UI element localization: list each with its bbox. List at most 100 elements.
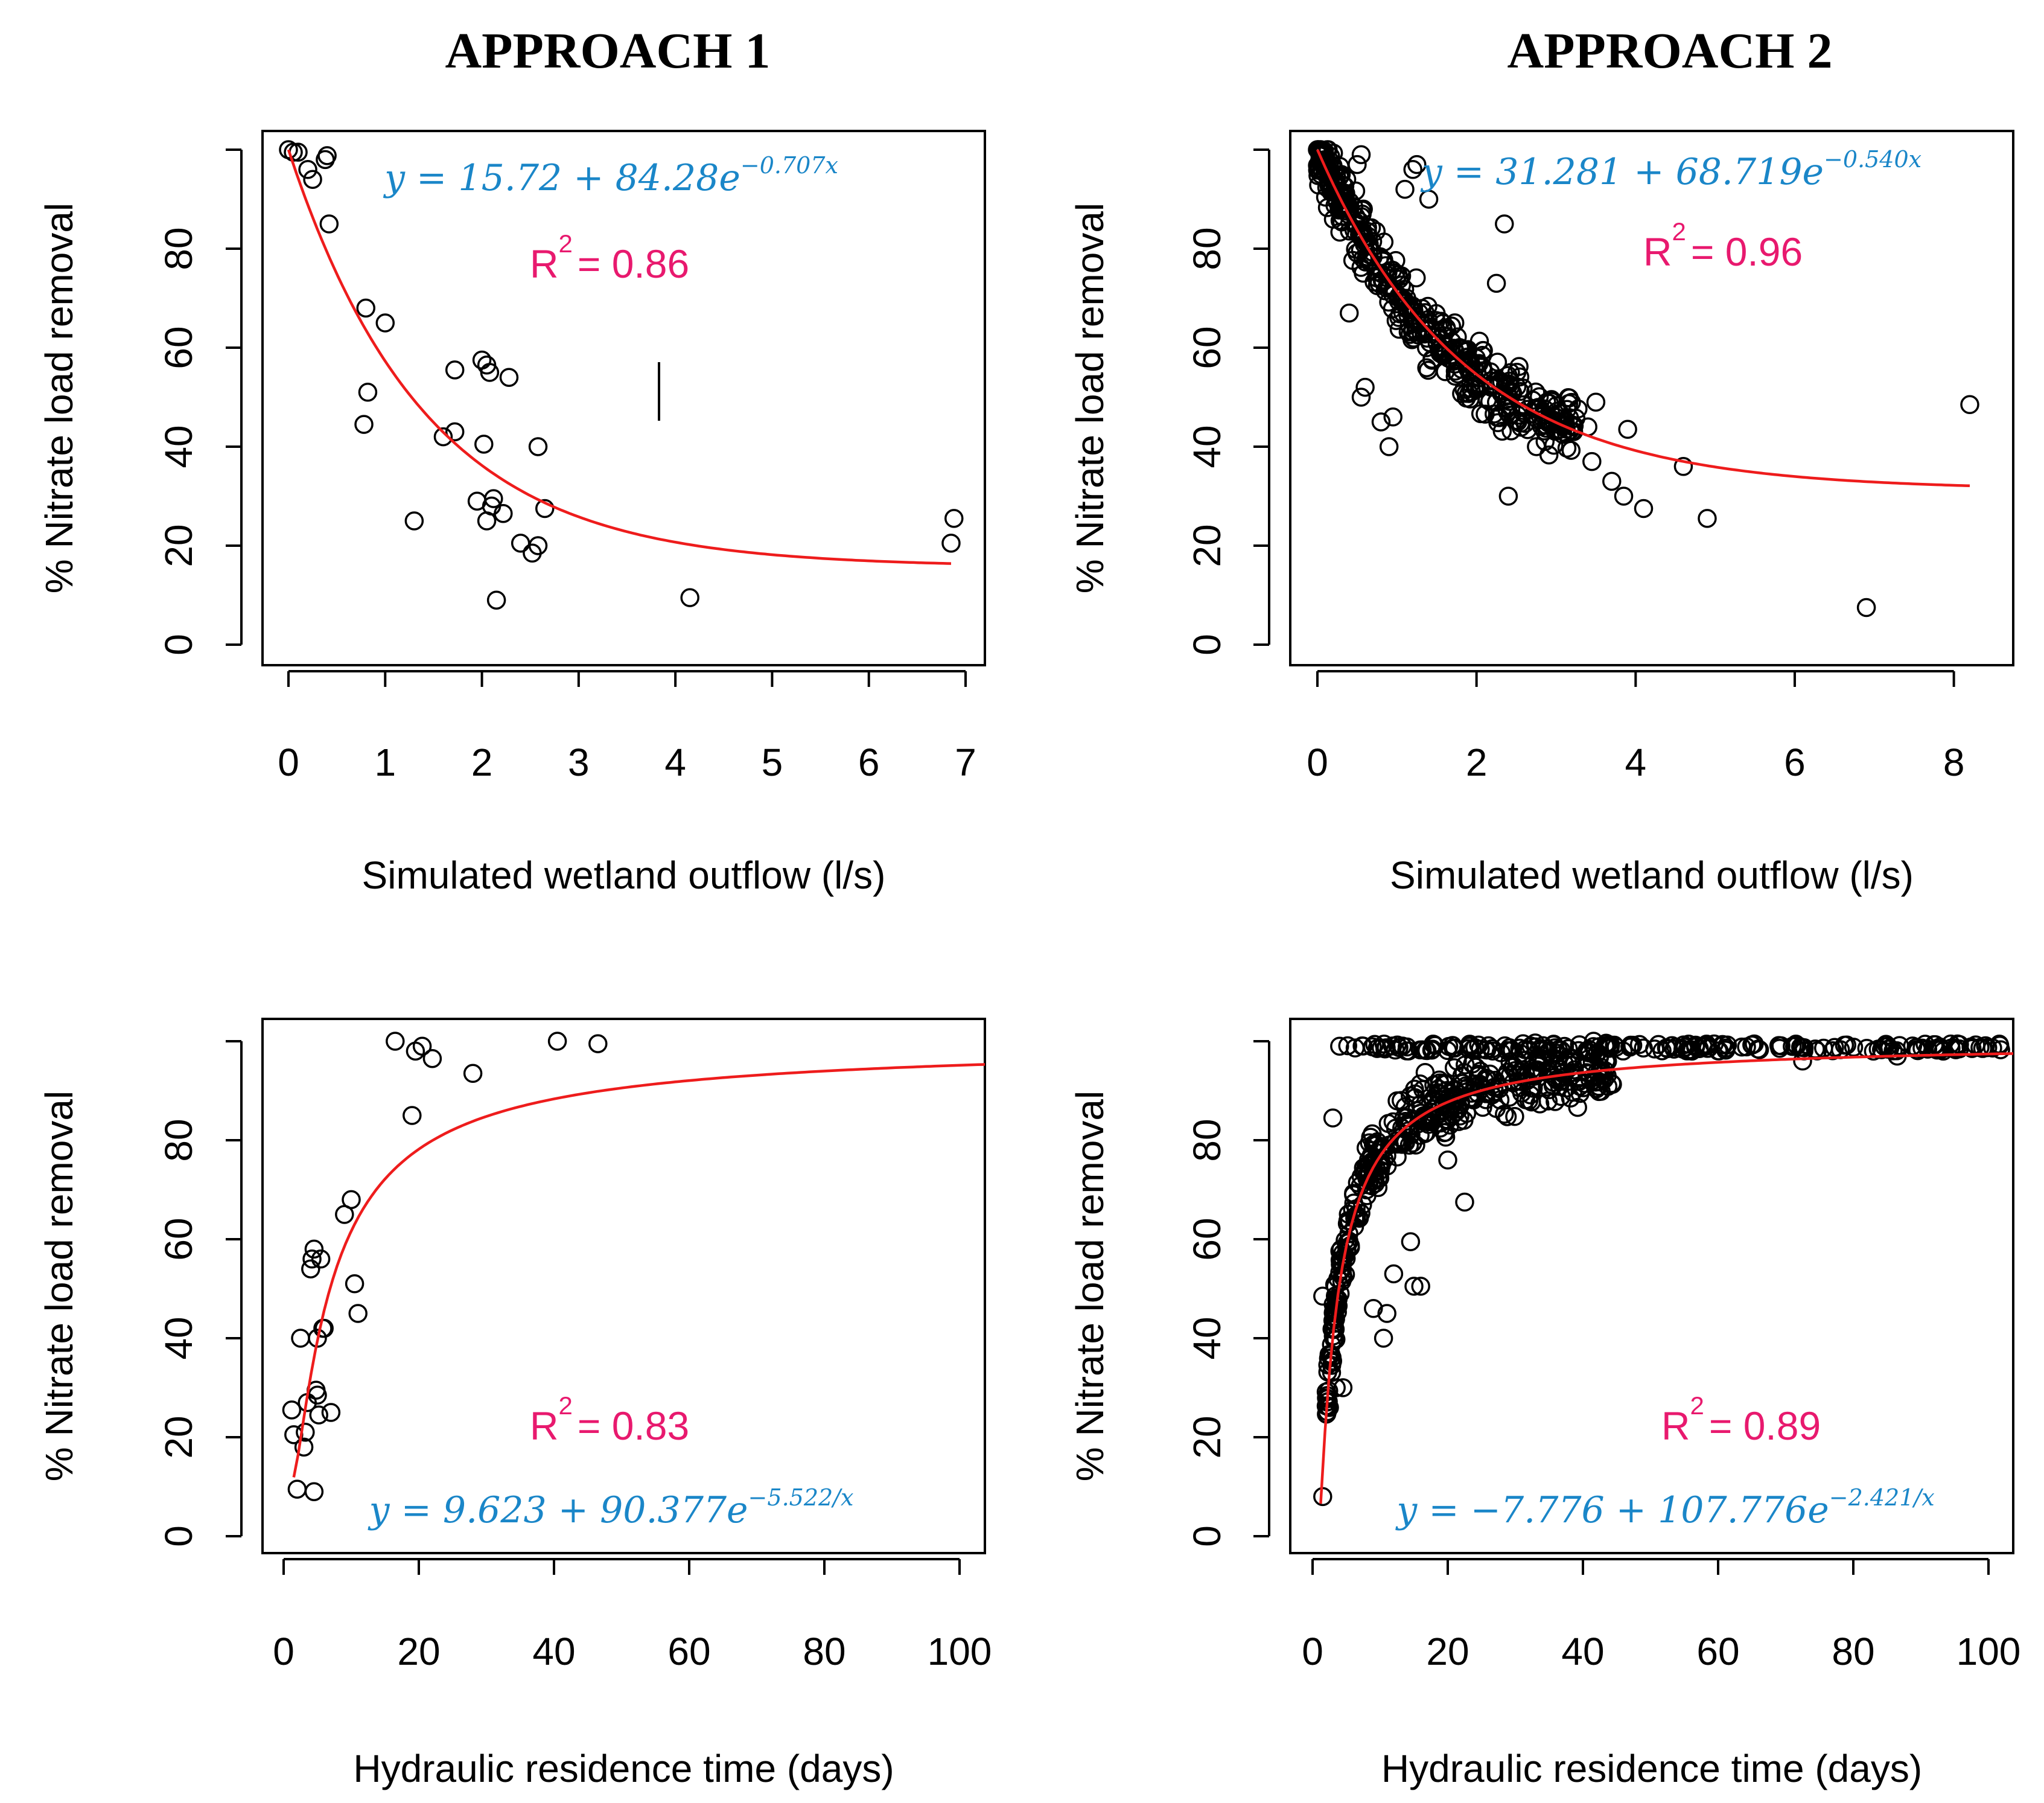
data-point <box>1377 1304 1396 1323</box>
data-point <box>1410 1040 1430 1060</box>
data-point <box>1550 403 1570 423</box>
data-point <box>1419 1115 1438 1134</box>
data-point <box>1348 155 1367 174</box>
r-squared: R2 = 0.96 <box>1643 217 1803 274</box>
y-axis-label: % Nitrate load removal <box>37 203 81 593</box>
plot-area <box>279 140 964 610</box>
data-point <box>291 1329 310 1348</box>
y-tick-label: 0 <box>1185 1525 1229 1547</box>
data-point <box>1351 145 1371 164</box>
plot-area <box>1313 1032 2013 1507</box>
data-point <box>1507 377 1527 397</box>
data-point <box>1960 395 1979 415</box>
data-point <box>1486 1099 1506 1118</box>
fit-equation-base: y = 9.623 + 90.377e <box>368 1489 748 1531</box>
data-point <box>1530 1094 1550 1114</box>
data-point <box>1618 420 1637 439</box>
data-point <box>1449 1112 1468 1131</box>
data-point <box>1445 366 1465 386</box>
x-tick-label: 20 <box>1426 1630 1469 1673</box>
data-point <box>1308 140 1327 159</box>
data-point <box>1704 1034 1724 1054</box>
data-point <box>1440 1115 1460 1135</box>
data-point <box>1363 1037 1382 1056</box>
data-point <box>1856 598 1876 617</box>
data-point <box>1666 1037 1686 1057</box>
data-point <box>1359 244 1379 264</box>
y-tick-label: 20 <box>157 524 200 567</box>
data-point <box>1505 1061 1525 1080</box>
y-tick-label: 60 <box>157 1217 200 1260</box>
data-point <box>1444 345 1463 365</box>
data-point <box>1486 273 1506 293</box>
data-point <box>319 214 339 234</box>
data-point <box>1416 1041 1435 1060</box>
data-point <box>1476 1084 1496 1103</box>
data-point <box>1519 1091 1539 1111</box>
r-squared-superscript: 2 <box>558 229 572 258</box>
y-tick-label: 0 <box>1185 634 1229 656</box>
data-point <box>342 1190 361 1210</box>
data-point <box>303 170 322 189</box>
data-point <box>1405 1079 1424 1099</box>
fit-equation: y = −7.776 + 107.776e−2.421/x <box>1395 1484 1934 1531</box>
data-point <box>1749 1040 1769 1059</box>
x-tick-label: 4 <box>664 741 686 784</box>
y-tick-label: 80 <box>1185 227 1229 270</box>
data-point <box>1634 499 1654 519</box>
fit-equation-exponent: −0.540x <box>1824 146 1921 173</box>
data-point <box>296 1423 315 1442</box>
x-tick-label: 1 <box>374 741 396 784</box>
data-point <box>1411 1277 1430 1296</box>
data-point <box>1473 340 1492 360</box>
data-point <box>1587 1079 1606 1099</box>
data-point <box>1835 1035 1855 1055</box>
data-point <box>1403 160 1422 179</box>
data-point <box>1332 198 1352 218</box>
x-tick-label: 20 <box>397 1630 440 1673</box>
y-tick-label: 60 <box>1185 326 1229 369</box>
data-point <box>1492 421 1512 441</box>
x-tick-label: 100 <box>928 1630 992 1673</box>
column-title-approach-1: APPROACH 1 <box>445 23 771 79</box>
data-point <box>1514 378 1533 398</box>
data-point <box>1462 382 1482 402</box>
data-point <box>1330 222 1349 242</box>
data-point <box>1417 321 1437 340</box>
data-point <box>1330 1036 1349 1056</box>
data-point <box>445 360 465 380</box>
data-point <box>486 590 506 610</box>
data-point <box>294 1437 314 1457</box>
data-point <box>1437 1081 1456 1100</box>
data-point <box>1522 1066 1542 1086</box>
panel-bottom-right: 0 20 40 60 80 100 0 20 40 60 80 Hydraulic residence… <box>1068 1018 2020 1790</box>
r-squared-value: = 0.86 <box>578 241 689 286</box>
fit-equation-exponent: −5.522/x <box>748 1484 854 1511</box>
y-tick-label: 20 <box>1185 524 1229 567</box>
data-point <box>1537 1039 1556 1059</box>
data-point <box>1428 1083 1447 1102</box>
data-point <box>1814 1038 1833 1058</box>
data-point <box>422 1048 442 1068</box>
data-point <box>412 1036 432 1056</box>
data-point <box>1419 190 1439 209</box>
data-point <box>1397 1041 1416 1061</box>
r-squared-label: R <box>1643 229 1672 274</box>
data-point <box>484 489 503 508</box>
data-point <box>1714 1035 1733 1055</box>
data-point <box>1330 211 1350 231</box>
data-point <box>1367 1132 1387 1152</box>
data-point <box>1509 1078 1529 1097</box>
data-point <box>1326 1277 1345 1297</box>
data-point <box>1355 377 1375 397</box>
data-point <box>1698 509 1717 528</box>
data-point <box>1338 1036 1357 1056</box>
data-point <box>404 511 424 531</box>
x-axis-label: Simulated wetland outflow (l/s) <box>362 854 886 897</box>
x-tick-label: 80 <box>803 1630 845 1673</box>
data-point <box>1547 1070 1567 1090</box>
y-tick-label: 80 <box>157 227 200 270</box>
r-squared-value: = 0.83 <box>578 1403 689 1448</box>
